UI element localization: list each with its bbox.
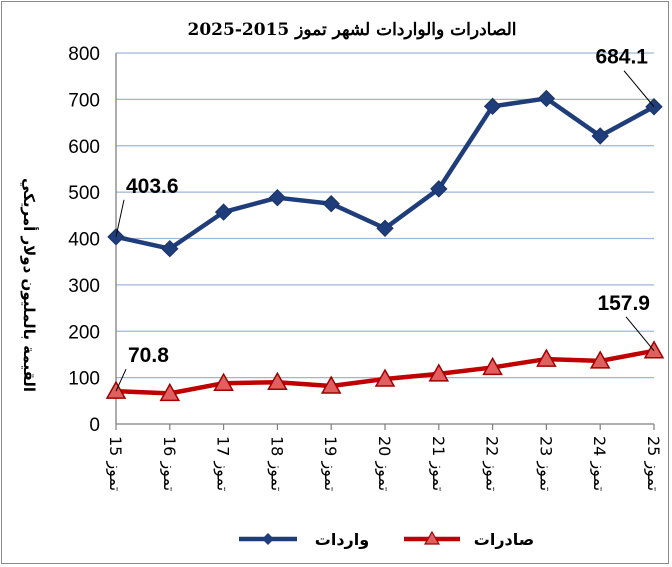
y-tick-label: 300 <box>68 276 100 297</box>
data-label-leader <box>115 199 125 237</box>
data-label: 403.6 <box>126 175 179 198</box>
data-label-leader <box>623 70 655 108</box>
data-label-leader <box>625 316 655 352</box>
data-point-marker <box>320 375 342 394</box>
data-point-marker <box>430 180 448 198</box>
data-point-marker <box>322 195 340 213</box>
x-tick-label: تموز 21 <box>428 436 448 491</box>
series-layer <box>105 89 665 402</box>
x-tick-label: تموز 19 <box>320 436 340 491</box>
x-tick-label: تموز 20 <box>374 436 394 491</box>
data-point-marker <box>591 127 609 145</box>
data-point-marker <box>537 89 556 108</box>
y-tick-label: 200 <box>68 322 100 343</box>
legend-marker <box>423 530 441 545</box>
y-tick-label: 700 <box>68 90 100 111</box>
x-tick-label: تموز 17 <box>213 436 233 491</box>
data-point-marker <box>268 188 287 207</box>
data-point-marker <box>536 348 557 367</box>
y-tick-label: 100 <box>68 369 100 390</box>
data-point-marker <box>376 219 394 238</box>
x-tick-label: تموز 24 <box>589 436 609 491</box>
data-point-marker <box>161 239 179 258</box>
x-tick-label: تموز 25 <box>643 436 663 491</box>
data-point-marker <box>214 203 233 221</box>
data-point-marker <box>589 350 611 369</box>
legend-label: صادرات <box>474 530 534 549</box>
y-axis-label: القيمة بالمليون دولار أمريكي <box>20 178 39 392</box>
data-label: 157.9 <box>597 292 650 315</box>
data-label: 70.8 <box>128 344 169 367</box>
x-tick-label: تموز 16 <box>159 436 179 491</box>
x-tick-label: تموز 23 <box>535 436 555 491</box>
y-tick-label: 0 <box>89 415 100 436</box>
legend-marker <box>262 533 274 545</box>
data-point-marker <box>213 372 234 391</box>
data-point-marker <box>159 382 181 402</box>
data-point-marker <box>428 363 450 382</box>
legend: واردات صادرات <box>239 530 534 549</box>
x-tick-label: تموز 15 <box>105 436 125 491</box>
y-tick-labels: 0 100 200 300 400 500 600 700 800 <box>68 44 100 436</box>
data-labels: 403.6 684.1 70.8 157.9 <box>115 46 655 392</box>
x-tick-label: تموز 22 <box>482 436 502 491</box>
y-tick-label: 600 <box>68 137 100 158</box>
chart-title: الصادرات والواردات لشهر تموز 2015-2025 <box>188 20 517 40</box>
legend-label: واردات <box>315 530 369 549</box>
y-tick-label: 500 <box>68 183 100 204</box>
y-tick-label: 400 <box>68 230 100 251</box>
data-label: 684.1 <box>595 46 648 69</box>
y-tick-label: 800 <box>68 44 100 65</box>
data-point-marker <box>483 97 502 116</box>
data-point-marker <box>482 356 503 376</box>
data-point-marker <box>643 340 665 359</box>
data-point-marker <box>267 371 288 391</box>
gridlines <box>116 52 654 379</box>
x-tick-label: تموز 18 <box>266 436 286 491</box>
data-label-leader <box>115 368 127 392</box>
data-point-marker <box>374 368 396 387</box>
x-tick-labels: تموز 15 تموز 16 تموز 17 تموز 18 تموز 19 تموز … <box>105 424 663 491</box>
